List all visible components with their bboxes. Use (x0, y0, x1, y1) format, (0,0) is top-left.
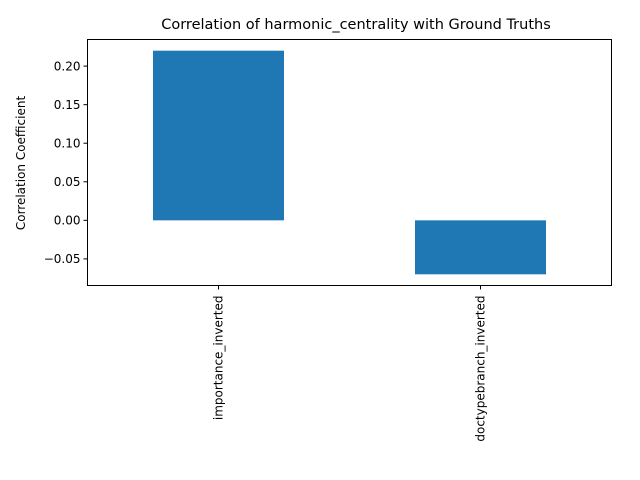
y-tick-label: 0.05 (54, 175, 81, 189)
x-tick-label: doctypebranch_inverted (474, 296, 488, 442)
y-tick-label: 0.20 (54, 59, 81, 73)
chart-title: Correlation of harmonic_centrality with … (161, 17, 551, 33)
y-tick-label: 0.00 (54, 214, 81, 228)
x-axis-ticks: importance_inverted doctypebranch_inverte… (212, 285, 488, 442)
x-tick-label: importance_inverted (212, 296, 226, 421)
bar-importance-inverted (153, 50, 284, 221)
y-tick-label: 0.15 (54, 98, 81, 112)
plot-frame (87, 39, 612, 286)
y-axis-label: Correlation Coefficient (14, 96, 28, 231)
y-axis-ticks: −0.05 0.00 0.05 0.10 0.15 0.20 (44, 59, 88, 266)
y-tick-label: 0.10 (54, 137, 81, 151)
bar-group (153, 50, 546, 275)
bar-doctypebranch-inverted (415, 220, 546, 275)
y-tick-label: −0.05 (44, 252, 81, 266)
